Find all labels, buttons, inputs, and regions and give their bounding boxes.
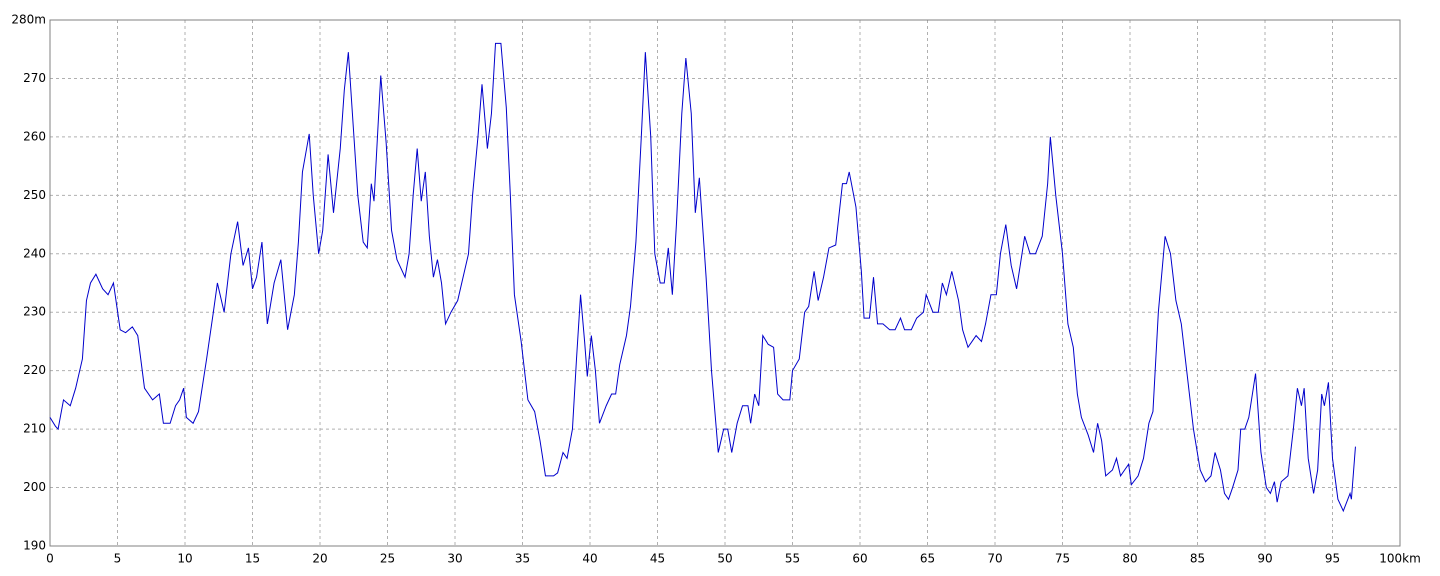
x-tick-label: 40 bbox=[582, 552, 597, 566]
x-tick-label: 55 bbox=[785, 552, 800, 566]
x-tick-label: 45 bbox=[650, 552, 665, 566]
y-tick-label: 260 bbox=[23, 129, 46, 143]
x-tick-label: 15 bbox=[245, 552, 260, 566]
y-tick-label: 240 bbox=[23, 246, 46, 260]
y-tick-label: 270 bbox=[23, 71, 46, 85]
x-tick-label: 50 bbox=[717, 552, 732, 566]
x-tick-label: 25 bbox=[380, 552, 395, 566]
x-tick-label: 70 bbox=[987, 552, 1002, 566]
x-tick-label: 20 bbox=[312, 552, 327, 566]
x-tick-label: 65 bbox=[920, 552, 935, 566]
x-tick-label: 10 bbox=[177, 552, 192, 566]
x-tick-label: 85 bbox=[1190, 552, 1205, 566]
plot-frame bbox=[49, 19, 1401, 547]
x-tick-label: 95 bbox=[1325, 552, 1340, 566]
y-tick-label: 220 bbox=[23, 363, 46, 377]
x-tick-label: 80 bbox=[1122, 552, 1137, 566]
x-tick-label: 75 bbox=[1055, 552, 1070, 566]
x-tick-label: 100km bbox=[1379, 552, 1421, 566]
y-tick-label: 280m bbox=[11, 13, 46, 27]
y-tick-label: 200 bbox=[23, 480, 46, 494]
y-tick-label: 210 bbox=[23, 422, 46, 436]
x-tick-label: 60 bbox=[852, 552, 867, 566]
x-tick-label: 35 bbox=[515, 552, 530, 566]
y-tick-label: 230 bbox=[23, 305, 46, 319]
y-tick-label: 250 bbox=[23, 188, 46, 202]
x-tick-label: 30 bbox=[447, 552, 462, 566]
elevation-line bbox=[49, 42, 1356, 513]
y-tick-label: 190 bbox=[23, 539, 46, 553]
x-tick-label: 0 bbox=[46, 552, 54, 566]
x-tick-label: 90 bbox=[1257, 552, 1272, 566]
x-tick-label: 5 bbox=[114, 552, 122, 566]
